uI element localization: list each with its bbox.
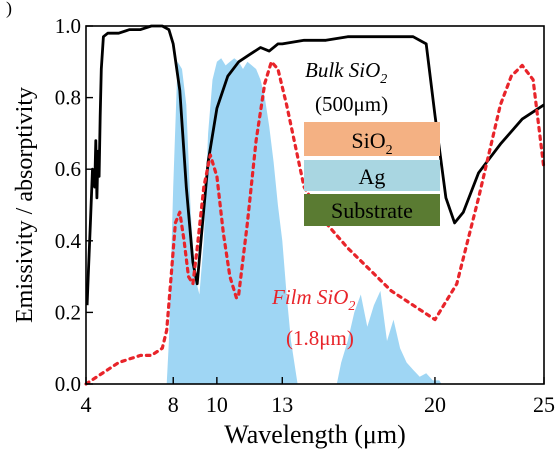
x-tick-label: 13 [271,392,293,417]
y-tick-label: 0.4 [55,229,82,253]
sio2-layer-label: SiO2 [351,128,392,158]
corner-mark: ) [6,0,12,19]
x-tick-label: 25 [533,392,555,417]
x-axis-title: Wavelength (μm) [224,420,406,449]
y-axis-title: Emissivity / absorptivity [12,87,38,323]
sio2-layer [304,122,440,156]
x-tick-label: 20 [424,392,446,417]
film-thickness-label: (1.8μm) [286,326,354,350]
axis-ticks: 4 8 10 13 20 25 0.0 0.2 0.4 0.6 0.8 1.0 [55,14,555,417]
y-tick-label: 0.0 [55,372,81,396]
layer-stack-inset: SiO2 Ag Substrate [304,122,440,226]
ag-layer [304,160,440,191]
substrate-layer [304,194,440,226]
bulk-sio2-label: Bulk SiO2 [305,58,387,87]
series-lines [84,24,546,386]
series-film-sio2-line [84,60,546,386]
series-atmosphere-fill [166,58,442,384]
y-tick-label: 0.2 [55,300,81,324]
ag-layer-label: Ag [359,164,386,189]
y-tick-label: 0.8 [55,86,81,110]
bulk-thickness-label: (500μm) [315,92,388,116]
substrate-layer-label: Substrate [331,198,413,223]
film-sio2-label: Film SiO2 [271,285,355,314]
y-tick-label: 1.0 [55,14,81,38]
y-tick-label: 0.6 [55,157,81,181]
x-tick-label: 4 [81,392,92,417]
atmospheric-window-fill [166,58,442,384]
x-tick-label: 8 [168,392,179,417]
series-bulk-sio2-line [85,24,545,306]
x-tick-label: 10 [206,392,228,417]
plot-frame [85,25,545,385]
